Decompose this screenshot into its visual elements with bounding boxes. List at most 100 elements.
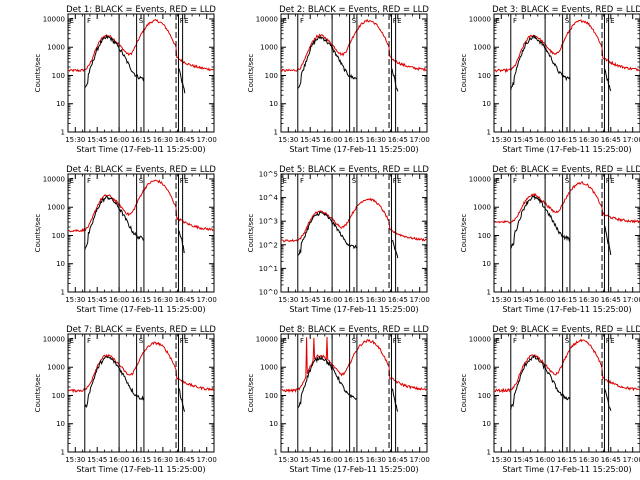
- y-tick-label: 10000: [43, 175, 65, 183]
- y-tick-label: 1: [274, 129, 278, 137]
- time-marker-letter: E: [397, 177, 401, 185]
- lld-series-line: [281, 18, 427, 72]
- time-marker-letter: S: [352, 337, 357, 345]
- events-series-line: [178, 230, 185, 253]
- y-tick-label: 1: [274, 449, 278, 457]
- time-marker-letter: E: [69, 177, 73, 185]
- time-marker-letter: F: [393, 337, 397, 345]
- x-tick-label: 15:30: [278, 296, 298, 304]
- y-tick-label: 1000: [47, 364, 65, 372]
- y-tick-label: 1000: [473, 364, 491, 372]
- x-tick-label: 16:00: [322, 456, 342, 464]
- time-marker-letter: F: [393, 177, 397, 185]
- x-tick-label: 16:30: [579, 296, 599, 304]
- x-tick-label: 15:30: [65, 456, 85, 464]
- panel-title: Det 4: BLACK = Events, RED = LLD: [66, 165, 216, 175]
- events-series-line: [604, 69, 612, 92]
- y-tick-label: 1: [487, 289, 491, 297]
- y-axis-label: Counts/sec: [247, 214, 255, 253]
- x-tick-label: 16:15: [344, 136, 364, 144]
- x-tick-label: 16:30: [366, 456, 386, 464]
- time-marker-letter: F: [606, 17, 610, 25]
- y-tick-label: 1: [487, 449, 491, 457]
- events-series-line: [297, 355, 358, 408]
- x-tick-label: 16:45: [175, 136, 195, 144]
- x-tick-label: 16:45: [175, 296, 195, 304]
- x-tick-label: 16:00: [535, 296, 555, 304]
- y-tick-label: 10: [56, 100, 65, 108]
- y-tick-label: 10000: [43, 15, 65, 23]
- x-tick-label: 17:00: [197, 456, 217, 464]
- x-tick-label: 15:45: [87, 456, 107, 464]
- time-marker-letter: E: [610, 177, 614, 185]
- x-tick-label: 17:00: [623, 136, 640, 144]
- x-axis-label: Start Time (17-Feb-11 15:25:00): [502, 305, 631, 314]
- y-tick-label: 100: [52, 72, 65, 80]
- y-tick-label: 10000: [469, 15, 491, 23]
- x-tick-label: 16:45: [175, 456, 195, 464]
- plot-frame: [493, 333, 640, 453]
- events-series-line: [84, 34, 145, 89]
- time-marker-letter: S: [565, 17, 570, 25]
- y-tick-label: 100: [52, 232, 65, 240]
- panel-det-9: Det 9: BLACK = Events, RED = LLD 1 10 100 10…: [460, 325, 640, 474]
- events-series-line: [178, 388, 186, 412]
- x-tick-label: 16:30: [153, 296, 173, 304]
- x-tick-label: 16:30: [579, 456, 599, 464]
- events-series-line: [84, 195, 145, 250]
- y-axis-label: Counts/sec: [34, 54, 42, 93]
- x-tick-label: 17:00: [410, 136, 430, 144]
- x-axis-label: Start Time (17-Feb-11 15:25:00): [289, 465, 418, 474]
- x-axis-label: Start Time (17-Feb-11 15:25:00): [76, 145, 205, 154]
- y-tick-label: 100: [265, 392, 278, 400]
- time-marker-letter: E: [282, 337, 286, 345]
- y-axis-label: Counts/sec: [247, 54, 255, 93]
- x-tick-label: 17:00: [623, 456, 640, 464]
- panel-det-5: Det 5: BLACK = Events, RED = LLD 10^0 10^1…: [247, 165, 430, 314]
- x-tick-label: 16:15: [557, 136, 577, 144]
- x-tick-label: 17:00: [197, 136, 217, 144]
- time-marker-letter: S: [565, 177, 570, 185]
- events-series-line: [391, 387, 399, 412]
- y-axis-label: Counts/sec: [460, 54, 468, 93]
- y-tick-label: 10^3: [259, 218, 278, 226]
- x-tick-label: 16:30: [366, 136, 386, 144]
- x-tick-label: 15:30: [278, 136, 298, 144]
- lld-series-line: [281, 336, 427, 393]
- x-axis-label: Start Time (17-Feb-11 15:25:00): [502, 465, 631, 474]
- y-tick-label: 10^4: [259, 194, 279, 202]
- y-tick-label: 1000: [260, 44, 278, 52]
- events-series-line: [391, 68, 399, 92]
- events-series-line: [178, 68, 186, 94]
- time-marker-letter: S: [352, 17, 357, 25]
- lld-series-line: [68, 179, 214, 233]
- plot-frame: [67, 13, 215, 133]
- plot-frame: [67, 173, 215, 293]
- x-tick-label: 15:45: [300, 136, 320, 144]
- time-marker-letter: F: [87, 17, 91, 25]
- panel-title: Det 7: BLACK = Events, RED = LLD: [66, 325, 216, 335]
- x-axis-label: Start Time (17-Feb-11 15:25:00): [502, 145, 631, 154]
- time-marker-letter: E: [610, 17, 614, 25]
- x-tick-label: 16:15: [557, 296, 577, 304]
- x-tick-label: 17:00: [410, 456, 430, 464]
- x-tick-label: 16:00: [322, 136, 342, 144]
- time-marker-letter: E: [69, 337, 73, 345]
- panel-title: Det 3: BLACK = Events, RED = LLD: [492, 5, 640, 15]
- x-tick-label: 16:15: [557, 456, 577, 464]
- y-tick-label: 10: [56, 420, 65, 428]
- time-marker-letter: F: [180, 177, 184, 185]
- x-tick-label: 16:45: [388, 296, 408, 304]
- time-marker-letter: S: [352, 177, 357, 185]
- x-tick-label: 15:45: [300, 296, 320, 304]
- events-series-line: [604, 226, 612, 255]
- y-tick-label: 1000: [47, 204, 65, 212]
- x-tick-label: 16:00: [109, 136, 129, 144]
- panel-det-8: Det 8: BLACK = Events, RED = LLD 1 10 100 10…: [247, 325, 430, 474]
- time-marker-letter: F: [606, 177, 610, 185]
- events-series-line: [297, 211, 358, 257]
- time-marker-letter: F: [513, 17, 517, 25]
- x-tick-label: 16:15: [344, 456, 364, 464]
- events-series-line: [84, 356, 145, 409]
